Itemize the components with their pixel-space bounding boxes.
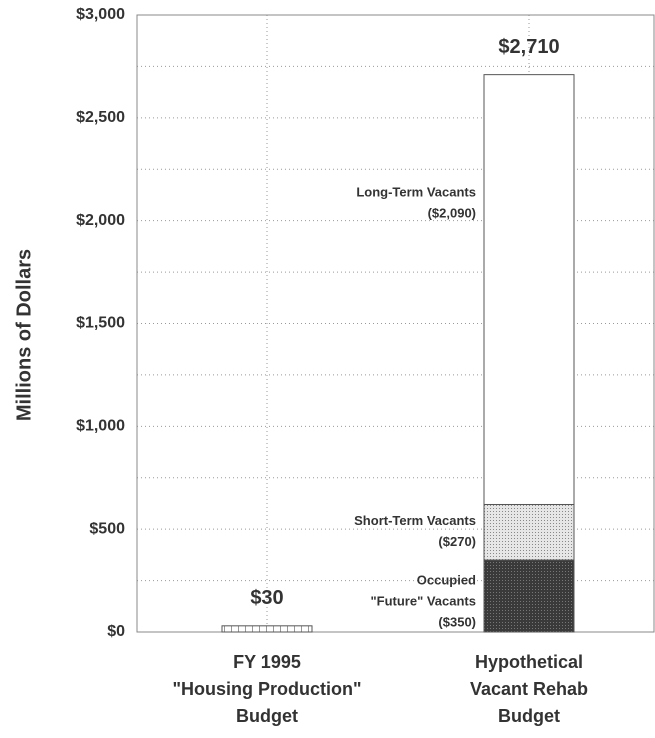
y-tick-label: $0 bbox=[107, 623, 125, 640]
x-tick-label: FY 1995 bbox=[233, 652, 301, 672]
segment-label: Long-Term Vacants bbox=[356, 185, 476, 200]
segment-label: "Future" Vacants bbox=[370, 593, 476, 608]
segment-label: ($270) bbox=[438, 534, 476, 549]
x-tick-label: "Housing Production" bbox=[172, 679, 361, 699]
y-tick-label: $1,500 bbox=[76, 315, 125, 332]
bar-segment bbox=[483, 74, 575, 505]
x-tick-label: Budget bbox=[498, 706, 560, 726]
x-tick-label: Hypothetical bbox=[475, 652, 583, 672]
x-tick-label: Vacant Rehab bbox=[470, 679, 588, 699]
y-tick-label: $500 bbox=[89, 520, 125, 537]
y-tick-label: $3,000 bbox=[76, 6, 125, 23]
total-label: $30 bbox=[250, 587, 283, 609]
segment-label: ($350) bbox=[438, 614, 476, 629]
y-tick-label: $1,000 bbox=[76, 418, 125, 435]
y-axis-label: Millions of Dollars bbox=[13, 249, 35, 421]
bar-segment bbox=[483, 503, 575, 561]
bar-segment bbox=[221, 625, 313, 633]
total-label: $2,710 bbox=[498, 36, 559, 58]
bar-segment bbox=[483, 559, 575, 633]
y-tick-label: $2,500 bbox=[76, 109, 125, 126]
plot-frame bbox=[136, 14, 655, 633]
segment-label: Occupied bbox=[417, 572, 476, 587]
y-tick-label: $2,000 bbox=[76, 212, 125, 229]
segment-label: Short-Term Vacants bbox=[354, 513, 476, 528]
segment-label: ($2,090) bbox=[428, 206, 476, 221]
x-tick-label: Budget bbox=[236, 706, 298, 726]
